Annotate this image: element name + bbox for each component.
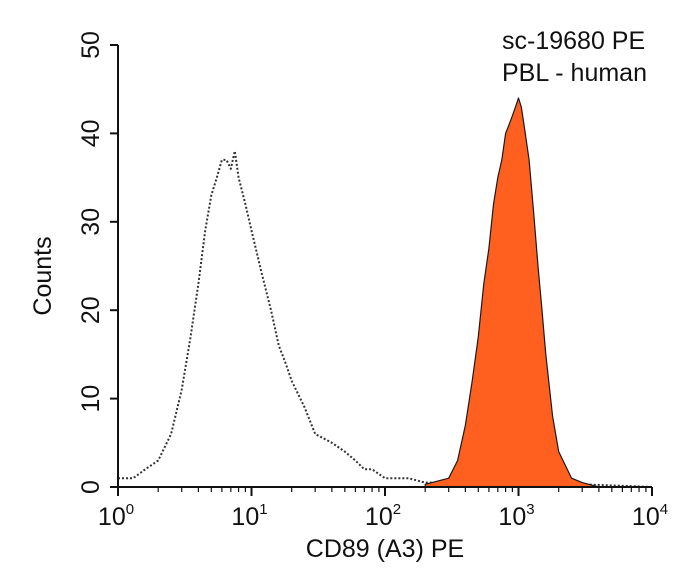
annotation-antibody: sc-19680 PE: [502, 27, 645, 55]
y-tick-label: 50: [77, 31, 105, 59]
series-0-control-histogram: [118, 150, 653, 488]
x-tick-label: 102: [365, 501, 401, 531]
x-tick-label: 104: [632, 501, 668, 531]
annotation-sample: PBL - human: [502, 59, 647, 87]
y-tick-label: 20: [77, 296, 105, 324]
y-axis-ticks: 0 10 20 30 40 50: [77, 31, 118, 494]
plot-marks: [118, 97, 653, 488]
x-axis-ticks: 100 101 102 103 104: [98, 487, 668, 531]
y-tick-label: 10: [77, 385, 105, 413]
x-tick-label: 101: [231, 501, 267, 531]
y-tick-label: 0: [77, 480, 105, 494]
x-tick-label: 100: [98, 501, 134, 531]
y-axis-title: Counts: [29, 236, 57, 315]
series-1-stained-histogram: [424, 97, 600, 488]
x-tick-label: 103: [498, 501, 534, 531]
x-axis-title: CD89 (A3) PE: [306, 535, 464, 563]
y-tick-label: 40: [77, 119, 105, 147]
y-tick-label: 30: [77, 208, 105, 236]
